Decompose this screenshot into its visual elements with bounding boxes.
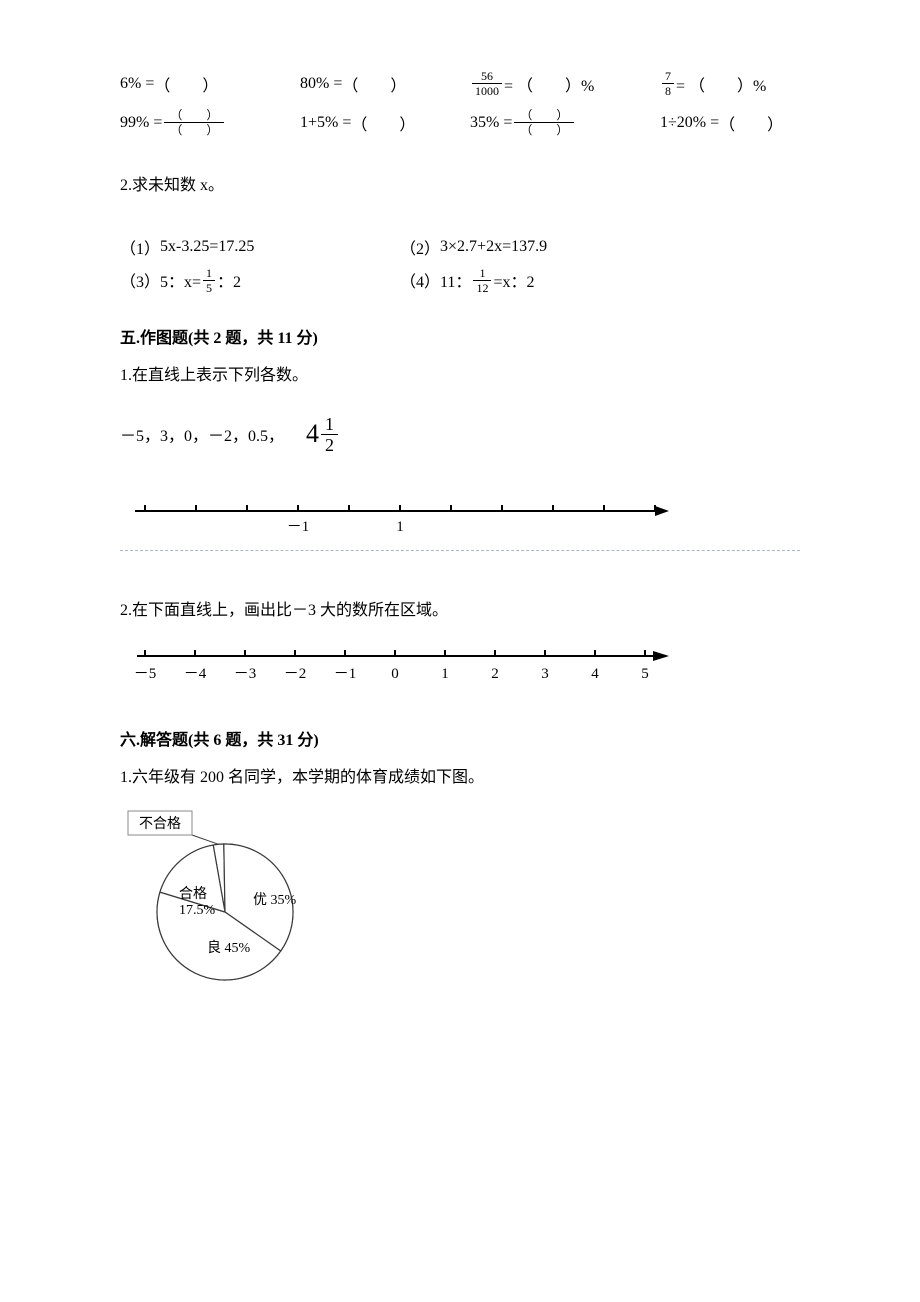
svg-text:优 35%: 优 35%: [253, 892, 296, 908]
svg-text:－3: －3: [234, 666, 257, 682]
text: 99% =: [120, 114, 162, 132]
section-5-title: 五.作图题(共 2 题，共 11 分): [120, 324, 800, 348]
numerator: （ ）: [514, 109, 574, 122]
denominator: （ ）: [514, 122, 574, 136]
sec5-q2: 2.在下面直线上，画出比－3 大的数所在区域。: [120, 597, 800, 626]
number-line-2: －5 －4 －3 －2 －1 0 1 2 3 4 5: [120, 641, 800, 696]
eq-3: （3） 5：x= 1 5 ：2: [120, 267, 360, 294]
eq-2: （2） 3×2.7+2x=137.9: [400, 235, 640, 259]
svg-text:1: 1: [396, 519, 404, 535]
eq-label: （3）: [120, 268, 160, 292]
svg-text:4: 4: [591, 666, 599, 682]
text: 1+5% =: [300, 114, 351, 132]
eq-pre: 11：: [440, 268, 471, 292]
eq-post: =x：2: [493, 268, 534, 292]
blank-2-3: 35% = （ ） （ ）: [470, 109, 650, 136]
sec6-q1: 1.六年级有 200 名同学，本学期的体育成绩如下图。: [120, 764, 800, 793]
eq-body: 5x-3.25=17.25: [160, 238, 254, 256]
svg-text:5: 5: [641, 666, 649, 682]
svg-text:0: 0: [391, 666, 399, 682]
number-line-1: －1 1: [120, 496, 800, 546]
denominator: 12: [473, 280, 491, 294]
blank-2-1: 99% = （ ） （ ）: [120, 109, 290, 136]
blanks-row-1: 6% = （ ） 80% = （ ） 56 1000 = （ ）% 7 8 = …: [120, 70, 800, 97]
fraction: 56 1000: [472, 70, 502, 97]
denominator: 8: [662, 83, 674, 97]
blanks-row-2: 99% = （ ） （ ） 1+5% = （ ） 35% = （ ） （ ） 1…: [120, 109, 800, 136]
number-list: －5，3，0，－2，0.5， 4 1 2: [120, 415, 800, 454]
text: = （ ）%: [504, 72, 594, 96]
blank-2-2: 1+5% = （ ）: [300, 111, 460, 135]
denominator: 2: [321, 434, 338, 454]
svg-text:3: 3: [541, 666, 549, 682]
numerator: 1: [476, 267, 488, 280]
blank-1-2: 80% = （ ）: [300, 72, 460, 96]
eq-4: （4） 11： 1 12 =x：2: [400, 267, 640, 294]
q2-title: 2.求未知数 x。: [120, 172, 800, 201]
blank-1-4: 7 8 = （ ）%: [660, 70, 766, 97]
blank-1-3: 56 1000 = （ ）%: [470, 70, 650, 97]
svg-text:－2: －2: [284, 666, 307, 682]
mixed-number: 4 1 2: [306, 415, 338, 454]
sec5-q1: 1.在直线上表示下列各数。: [120, 362, 800, 391]
q2-row-1: （1） 5x-3.25=17.25 （2） 3×2.7+2x=137.9: [120, 235, 800, 259]
eq-label: （2）: [400, 235, 440, 259]
text: 6% =: [120, 75, 154, 93]
numerator: 56: [478, 70, 496, 83]
numerator: 7: [662, 70, 674, 83]
svg-text:－1: －1: [334, 666, 357, 682]
blank-1-1: 6% = （ ）: [120, 72, 290, 96]
fraction-blank: （ ） （ ）: [164, 109, 224, 136]
blank: （ ）: [342, 72, 406, 96]
eq-pre: 5：x=: [160, 268, 201, 292]
numerator: （ ）: [164, 109, 224, 122]
svg-text:不合格: 不合格: [139, 816, 181, 832]
svg-text:－5: －5: [134, 666, 157, 682]
svg-text:良 45%: 良 45%: [207, 940, 250, 956]
pie-chart: 不合格 优 35% 良 45% 合格 17.5%: [120, 807, 800, 987]
fraction: 1 5: [203, 267, 215, 294]
numbers-text: －5，3，0，－2，0.5，: [120, 422, 284, 446]
whole: 4: [306, 419, 319, 449]
fraction: 1 12: [473, 267, 491, 294]
eq-1: （1） 5x-3.25=17.25: [120, 235, 360, 259]
text: 80% =: [300, 75, 342, 93]
fraction-blank: （ ） （ ）: [514, 109, 574, 136]
fraction: 1 2: [321, 415, 338, 454]
svg-text:－1: －1: [287, 519, 310, 535]
denominator: 1000: [472, 83, 502, 97]
text: 1÷20% =: [660, 114, 719, 132]
blank: （ ）: [719, 111, 783, 135]
svg-text:17.5%: 17.5%: [179, 903, 216, 918]
fraction: 7 8: [662, 70, 674, 97]
svg-text:合格: 合格: [179, 886, 207, 902]
denominator: 5: [203, 280, 215, 294]
numerator: 1: [203, 267, 215, 280]
denominator: （ ）: [164, 122, 224, 136]
numerator: 1: [321, 415, 338, 434]
section-6-title: 六.解答题(共 6 题，共 31 分): [120, 726, 800, 750]
blank-2-4: 1÷20% = （ ）: [660, 111, 783, 135]
svg-text:－4: －4: [184, 666, 207, 682]
eq-post: ：2: [217, 268, 241, 292]
dotted-rule: [120, 550, 800, 551]
eq-body: 3×2.7+2x=137.9: [440, 238, 547, 256]
q2-row-2: （3） 5：x= 1 5 ：2 （4） 11： 1 12 =x：2: [120, 267, 800, 294]
blank: （ ）: [351, 111, 415, 135]
eq-label: （4）: [400, 268, 440, 292]
text: 35% =: [470, 114, 512, 132]
svg-text:2: 2: [491, 666, 499, 682]
text: = （ ）%: [676, 72, 766, 96]
blank: （ ）: [154, 72, 218, 96]
eq-label: （1）: [120, 235, 160, 259]
svg-text:1: 1: [441, 666, 449, 682]
